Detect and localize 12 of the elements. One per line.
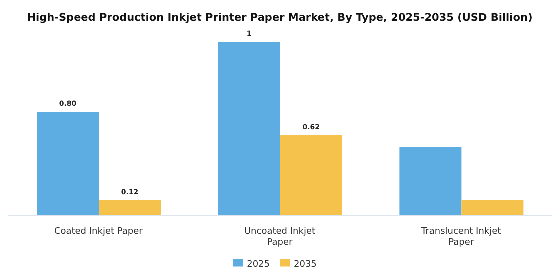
x-tick-label: Translucent Inkjet Paper — [420, 227, 502, 248]
bar — [37, 112, 100, 216]
bar — [462, 200, 524, 216]
x-tick-label: Coated Inkjet Paper — [54, 227, 144, 237]
legend-label: 2025 — [247, 260, 270, 270]
chart-title: High-Speed Production Inkjet Printer Paper Market, By Type, 2025-2035 (USD Billion) — [26, 11, 534, 26]
bar — [218, 42, 280, 216]
legend-label: 2035 — [294, 260, 317, 270]
bar — [400, 147, 462, 216]
bar — [280, 135, 342, 216]
bar — [99, 200, 162, 216]
x-tick-label: Uncoated Inkjet Paper — [244, 227, 316, 248]
